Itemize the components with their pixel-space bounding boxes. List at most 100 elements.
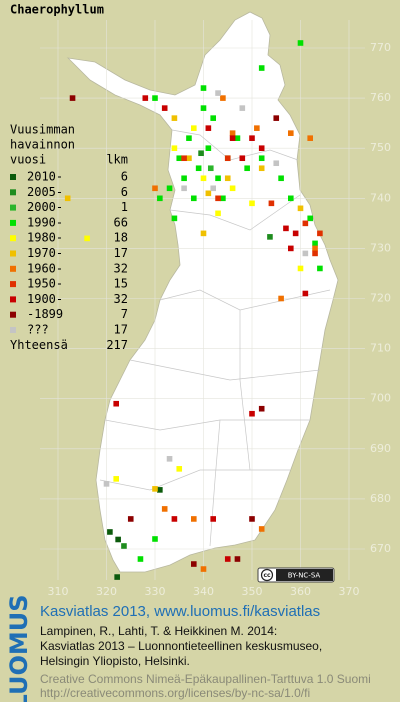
x-grid-label: 330 — [145, 585, 166, 598]
y-grid-label: 750 — [370, 141, 391, 154]
legend-swatch — [10, 265, 16, 272]
observation-square — [157, 487, 163, 493]
observation-square — [220, 195, 226, 202]
observation-square — [200, 105, 207, 111]
observation-square — [229, 185, 236, 192]
legend-count: 15 — [114, 277, 128, 291]
x-grid-label: 320 — [96, 585, 117, 598]
legend-count: 17 — [114, 323, 128, 337]
observation-square — [224, 155, 231, 162]
observation-square — [176, 466, 183, 472]
observation-square — [152, 486, 158, 492]
observation-square — [288, 195, 294, 202]
legend-heading: Vuusimman — [10, 123, 75, 137]
observation-square — [273, 160, 280, 167]
observation-square — [113, 476, 119, 482]
map-title: Chaerophyllum — [10, 3, 104, 17]
legend-label: 2000- — [27, 200, 63, 214]
legend-swatch — [10, 281, 16, 288]
y-grid-label: 710 — [370, 342, 391, 355]
observation-square — [127, 516, 134, 522]
x-grid-label: 360 — [290, 585, 311, 598]
legend-heading: havainnon — [10, 138, 75, 152]
cc-badge-text: BY-NC-SA — [288, 572, 321, 580]
observation-square — [215, 175, 221, 182]
observation-square — [288, 130, 294, 136]
legend-count-heading: lkm — [106, 153, 128, 167]
observation-square — [157, 195, 163, 202]
legend-swatch — [10, 235, 16, 242]
y-grid-label: 770 — [370, 41, 391, 54]
legend-swatch — [10, 189, 16, 196]
observation-square — [191, 561, 197, 567]
legend-swatch — [10, 311, 16, 318]
observation-square — [205, 145, 212, 151]
legend-label: 1960- — [27, 261, 63, 275]
x-grid-label: 340 — [193, 585, 214, 598]
observation-square — [249, 516, 255, 522]
observation-square — [115, 536, 121, 543]
citation-line: Helsingin Yliopisto, Helsinki. — [40, 654, 190, 668]
region-borders — [99, 129, 331, 547]
observation-square — [186, 155, 192, 162]
y-grid-label: 700 — [370, 392, 391, 405]
observation-square — [317, 265, 323, 272]
y-grid-label: 730 — [370, 241, 391, 254]
observation-square — [224, 556, 231, 562]
observation-square — [312, 240, 318, 247]
license-line: Creative Commons Nimeä-Epäkaupallinen-Ta… — [40, 672, 371, 686]
observation-square — [234, 135, 241, 141]
observation-square — [200, 85, 207, 91]
observation-square — [210, 185, 216, 192]
atlas-link[interactable]: Kasviatlas 2013, www.luomus.fi/kasviatla… — [40, 603, 320, 620]
observation-square — [220, 95, 226, 101]
citation-line: Lampinen, R., Lahti, T. & Heikkinen M. 2… — [40, 624, 277, 638]
observation-square — [297, 265, 304, 272]
observation-square — [258, 145, 265, 151]
observation-square — [210, 516, 216, 522]
observation-square — [166, 456, 173, 462]
observation-square — [161, 105, 168, 111]
legend-count: 32 — [114, 261, 128, 275]
legend-count: 1 — [121, 200, 128, 214]
observation-square — [317, 230, 323, 237]
legend-heading: vuosi — [10, 153, 46, 167]
citation-line: Kasviatlas 2013 – Luonnontieteellinen ke… — [40, 639, 322, 653]
observation-square — [297, 205, 304, 212]
legend-label: 2010- — [27, 170, 63, 184]
observation-square — [312, 245, 318, 252]
observation-square — [244, 165, 250, 172]
observation-square — [249, 135, 255, 141]
legend-count: 18 — [114, 231, 128, 245]
observation-square — [171, 215, 178, 222]
observation-square — [186, 135, 192, 141]
legend-count: 7 — [121, 307, 128, 321]
observation-square — [307, 215, 313, 222]
observation-square — [267, 234, 273, 240]
observation-square — [181, 185, 187, 192]
x-grid-label: 350 — [242, 585, 263, 598]
observation-square — [191, 516, 197, 522]
observation-square — [215, 195, 221, 202]
svg-text:cc: cc — [263, 572, 271, 579]
observation-square — [258, 65, 265, 71]
observation-square — [302, 290, 309, 297]
observation-square — [268, 200, 275, 207]
observation-square — [137, 556, 144, 562]
observation-square — [224, 175, 231, 182]
observation-square — [258, 155, 265, 162]
observation-square — [64, 195, 71, 202]
observation-square — [207, 165, 214, 172]
observation-square — [205, 190, 212, 197]
observation-square — [161, 506, 168, 512]
x-grid-label: 310 — [48, 585, 69, 598]
y-grid-label: 760 — [370, 91, 391, 104]
observation-square — [292, 230, 299, 237]
observation-square — [229, 130, 236, 136]
observation-square — [229, 135, 236, 141]
observation-square — [283, 225, 289, 232]
legend-count: 6 — [121, 185, 128, 199]
observation-square — [215, 210, 221, 217]
observation-square — [254, 125, 260, 131]
license-url[interactable]: http://creativecommons.org/licenses/by-n… — [40, 686, 310, 700]
